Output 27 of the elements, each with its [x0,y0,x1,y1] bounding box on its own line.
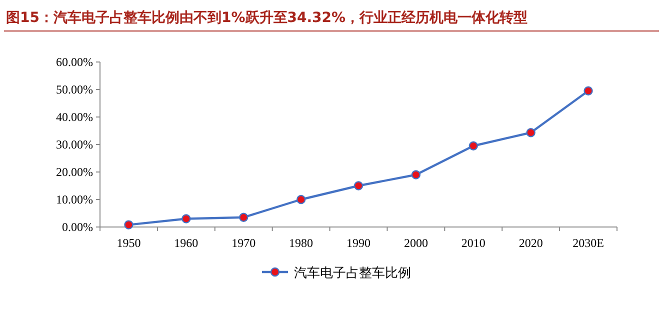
point [124,220,134,230]
y-tick-label: 10.00% [56,192,93,206]
y-tick-label: 60.00% [56,55,93,69]
legend-label: 汽车电子占整车比例 [294,266,411,281]
y-tick-label: 50.00% [56,82,93,96]
x-tick-label: 1980 [289,236,314,250]
point [411,170,421,180]
x-tick-label: 1970 [232,236,256,250]
x-tick-label: 2020 [518,236,543,250]
point [296,194,306,204]
x-tick-label: 1950 [116,236,141,250]
point [584,86,593,96]
point [468,141,478,150]
point [354,181,364,190]
x-tick-label: 1960 [174,236,198,250]
chart-title: 图15：汽车电子占整车比例由不到1%跃升至34.32%，行业正经历机电一体化转型 [6,9,528,26]
x-tick-label: 1990 [346,236,370,250]
x-tick-label: 2030E [572,236,604,250]
y-tick-label: 20.00% [56,165,93,179]
point [182,214,191,224]
x-tick-label: 2010 [461,236,486,250]
y-tick-label: 0.00% [62,220,93,234]
point [239,212,248,222]
y-tick-label: 40.00% [56,110,93,124]
point [526,128,536,138]
x-tick-label: 2000 [404,236,428,250]
y-tick-label: 30.00% [56,138,93,152]
